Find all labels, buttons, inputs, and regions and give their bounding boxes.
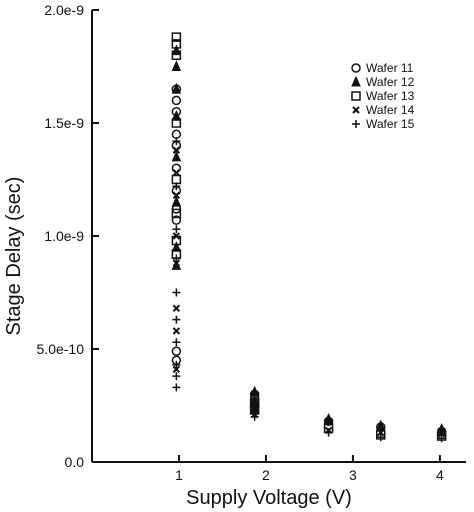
- data-point: [437, 430, 446, 438]
- data-point: [171, 60, 182, 71]
- ticks: 0.0 5.0e-10 1.0e-9 1.5e-9 2.0e-9 1 2 3 4: [37, 2, 444, 483]
- legend-label: Wafer 15: [366, 117, 415, 131]
- data-point: [172, 232, 181, 240]
- data-point: [250, 401, 259, 410]
- data-point: [250, 408, 259, 417]
- data-point: [171, 118, 182, 128]
- series-wafer-5: [172, 137, 446, 443]
- legend-label: Wafer 11: [366, 61, 414, 75]
- legend-marker-triangle-icon: [351, 75, 361, 87]
- data-point: [171, 32, 182, 42]
- x-axis-title: Supply Voltage (V): [186, 487, 352, 509]
- legend-marker-plus-icon: [352, 120, 360, 128]
- y-tick-label: 5.0e-10: [37, 341, 85, 357]
- data-points: [171, 32, 447, 443]
- data-point: [171, 39, 182, 49]
- data-point: [171, 82, 182, 94]
- data-point: [171, 95, 182, 106]
- data-point: [172, 225, 181, 234]
- data-point: [172, 259, 181, 267]
- data-point: [172, 288, 181, 297]
- data-point: [172, 327, 181, 335]
- y-axis-title: Stage Delay (sec): [3, 177, 25, 336]
- data-point: [324, 428, 333, 437]
- data-point: [171, 50, 182, 60]
- y-tick-label: 0.0: [65, 454, 85, 470]
- data-point: [172, 304, 181, 313]
- data-point: [437, 434, 446, 443]
- legend-label: Wafer 14: [366, 103, 415, 117]
- data-point: [172, 383, 181, 392]
- legend-label: Wafer 13: [366, 89, 415, 103]
- x-tick-label: 2: [262, 467, 270, 483]
- legend-marker-square-icon: [351, 91, 361, 101]
- data-point: [249, 398, 260, 408]
- data-point: [172, 338, 181, 347]
- series-wafer-3: [171, 32, 447, 441]
- series-wafer-1: [171, 84, 447, 437]
- data-point: [171, 241, 182, 252]
- data-point: [172, 372, 181, 381]
- data-point: [171, 208, 182, 219]
- data-point: [172, 365, 181, 374]
- y-tick-label: 2.0e-9: [44, 2, 84, 18]
- data-point: [172, 137, 181, 146]
- data-point: [172, 315, 181, 324]
- data-point: [172, 254, 181, 263]
- series-wafer-4: [172, 146, 446, 438]
- y-tick-label: 1.5e-9: [44, 115, 84, 131]
- data-point: [171, 109, 182, 121]
- data-point: [171, 44, 182, 56]
- legend-marker-x-icon: [352, 106, 360, 114]
- data-point: [171, 215, 182, 225]
- x-tick-label: 1: [175, 467, 183, 483]
- data-point: [172, 182, 181, 191]
- data-point: [172, 146, 181, 154]
- data-point: [172, 191, 181, 200]
- data-point: [323, 412, 334, 424]
- data-point: [171, 150, 182, 162]
- legend-marker-circle-icon: [351, 63, 361, 73]
- data-point: [172, 360, 181, 369]
- y-tick-label: 1.0e-9: [44, 228, 84, 244]
- data-point: [376, 433, 385, 442]
- data-point: [171, 195, 182, 207]
- legend-label: Wafer 12: [366, 75, 415, 89]
- data-point: [171, 346, 182, 357]
- data-point: [377, 428, 385, 437]
- x-tick-label: 4: [436, 467, 444, 483]
- data-point: [375, 419, 386, 431]
- x-tick-label: 3: [349, 467, 357, 483]
- data-point: [172, 169, 181, 177]
